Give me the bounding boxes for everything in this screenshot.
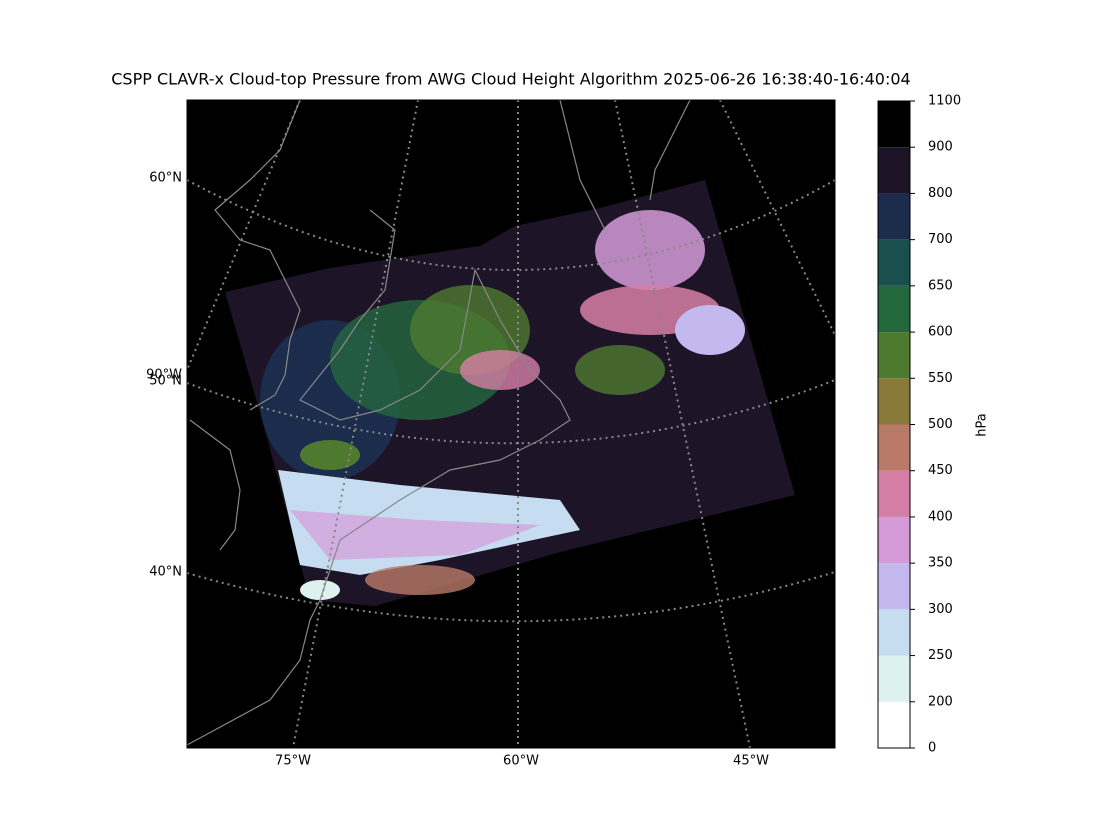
lon-label: 60°W	[503, 754, 539, 769]
colorbar-segment	[878, 609, 910, 656]
colorbar-segment	[878, 285, 910, 333]
colorbar-tick-label: 350	[928, 556, 953, 571]
colorbar-segment	[878, 101, 910, 148]
cloud	[300, 440, 360, 470]
graticule-line	[186, 571, 836, 623]
graticule-line	[186, 99, 301, 371]
graticule-line	[614, 99, 751, 749]
colorbar-segment	[878, 332, 910, 379]
map	[186, 99, 836, 749]
colorbar-tick-label: 400	[928, 509, 953, 524]
coastline	[559, 99, 606, 231]
colorbar-tick-label: 650	[928, 278, 953, 293]
colorbar-tick-label: 450	[928, 463, 953, 478]
colorbar-tick-label: 500	[928, 417, 953, 432]
graticule-line	[186, 179, 836, 271]
graticule-line	[292, 99, 419, 749]
colorbar-segment	[878, 424, 910, 471]
cloud	[595, 210, 705, 290]
colorbar: 0 200 250 300 350 400 450 500 550 600 650 700 800 900…	[877, 94, 961, 756]
colorbar-segment	[878, 147, 910, 194]
colorbar-tick-label: 250	[928, 648, 953, 663]
cloud	[365, 565, 475, 595]
colorbar-tick-label: 700	[928, 232, 953, 247]
lat-label: 60°N	[149, 171, 182, 186]
cloud	[575, 345, 665, 395]
colorbar-tick-label: 800	[928, 186, 953, 201]
colorbar-segment	[878, 470, 910, 517]
colorbar-tick-label: 900	[928, 140, 953, 155]
coastline	[186, 209, 571, 746]
coastline	[649, 99, 691, 201]
colorbar-tick-label: 300	[928, 602, 953, 617]
graticule-line	[719, 99, 836, 336]
colorbar-segment	[878, 378, 910, 425]
lat-label: 40°N	[149, 565, 182, 580]
lon-label: 45°W	[733, 754, 769, 769]
swath	[225, 180, 795, 606]
colorbar-tick-label: 200	[928, 694, 953, 709]
title: CSPP CLAVR-x Cloud-top Pressure from AWG…	[111, 70, 910, 89]
colorbar-segment	[878, 655, 910, 702]
map-frame	[186, 99, 836, 749]
colorbar-segment	[878, 239, 910, 286]
colorbar-segment	[878, 701, 910, 748]
cloud	[300, 580, 340, 600]
colorbar-label: hPa	[975, 413, 990, 436]
coastline	[189, 419, 241, 551]
coastline	[214, 99, 301, 411]
cloud	[290, 510, 540, 560]
graticule	[186, 99, 836, 749]
colorbar-segment	[878, 193, 910, 240]
colorbar-segment	[878, 563, 910, 610]
colorbar-tick-label: 0	[928, 741, 936, 756]
cloud	[460, 350, 540, 390]
lat-label: 50°N	[149, 374, 182, 389]
colorbar-tick-label: 1100	[928, 94, 961, 109]
coastlines	[186, 99, 691, 746]
cloud	[675, 305, 745, 355]
colorbar-tick-label: 600	[928, 325, 953, 340]
lon-label: 90°W	[146, 368, 182, 383]
colorbar-segment	[878, 516, 910, 564]
lon-label: 75°W	[275, 754, 311, 769]
colorbar-tick-label: 550	[928, 371, 953, 386]
